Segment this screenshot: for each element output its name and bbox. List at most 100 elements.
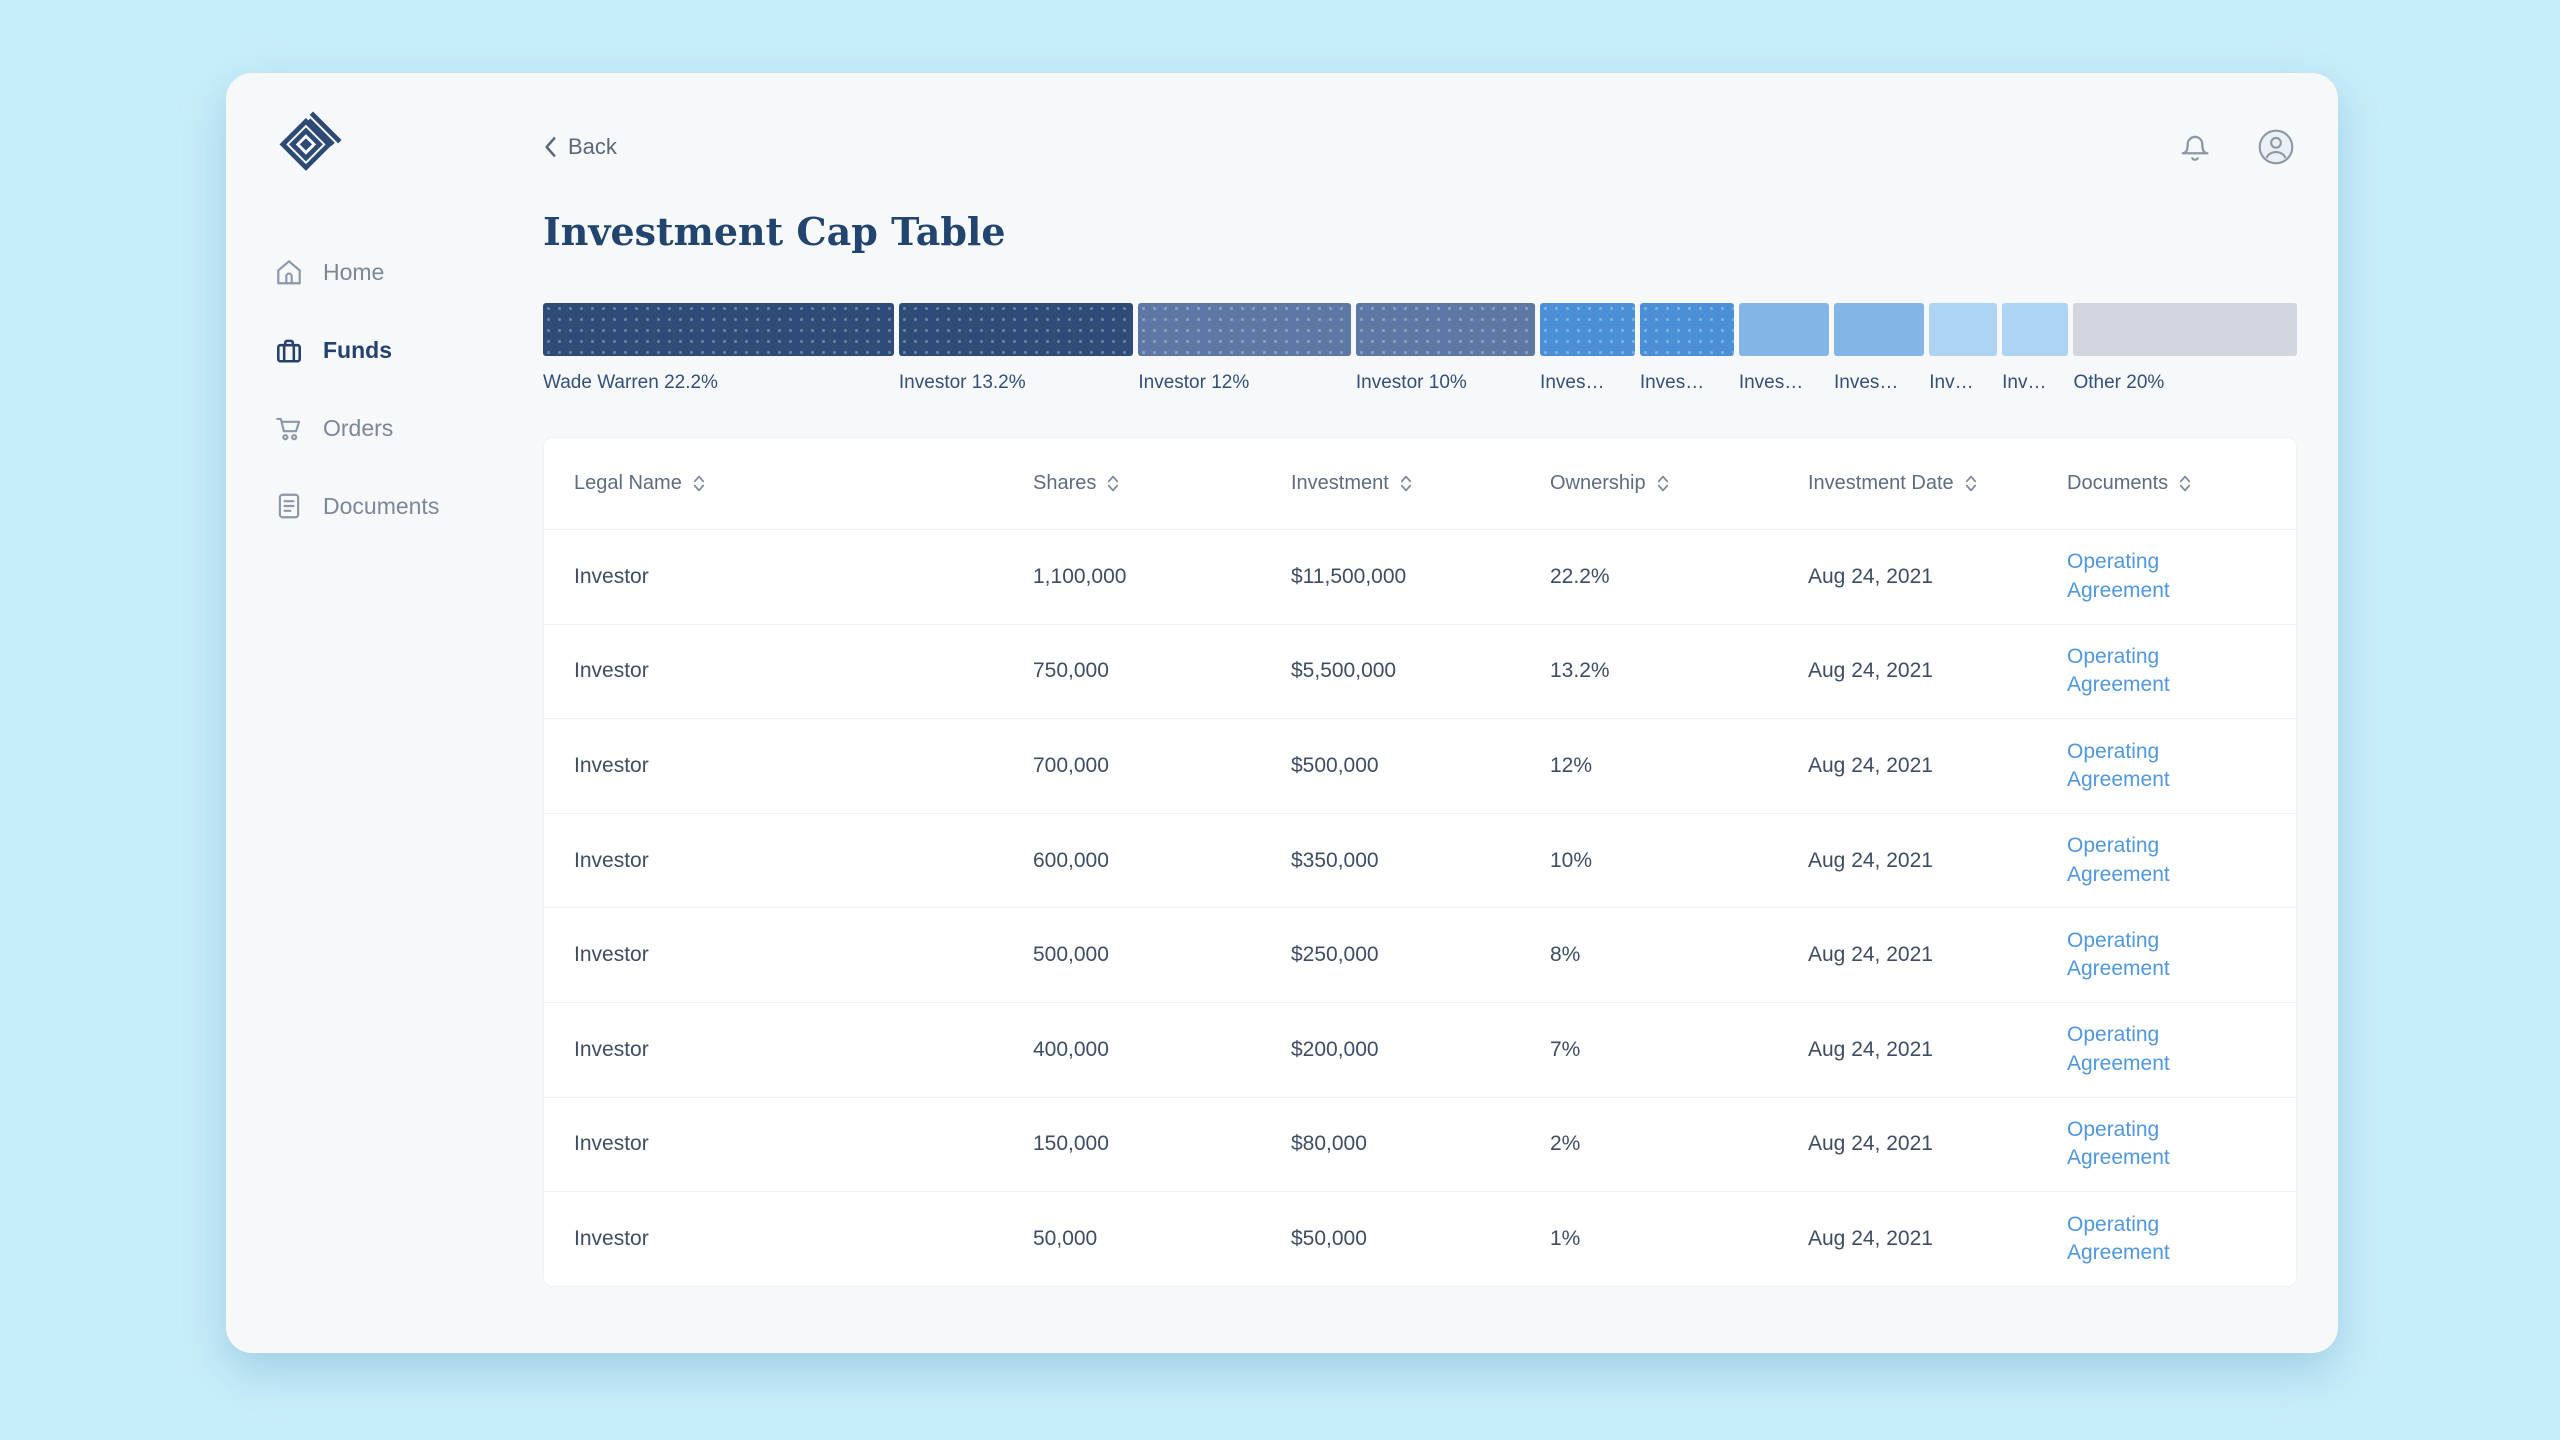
column-header[interactable]: Documents: [2037, 472, 2256, 495]
column-header[interactable]: Investment Date: [1778, 472, 2037, 495]
sidebar-item-label: Documents: [323, 492, 440, 519]
legal-name-cell: Investor: [574, 659, 649, 683]
sort-icon: [692, 475, 706, 492]
back-button[interactable]: Back: [543, 134, 617, 160]
investment-cell: $350,000: [1291, 848, 1379, 872]
main-content: Back Investment Cap Tabl: [543, 73, 2297, 1353]
sidebar-nav: Home Funds: [226, 233, 543, 545]
sort-icon: [2178, 475, 2192, 492]
company-logo-icon: [272, 101, 348, 177]
table-row: Investor 400,000 $200,000 7% Aug 24, 202…: [544, 1001, 2296, 1097]
ownership-cell: 13.2%: [1550, 659, 1610, 683]
cap-table: Legal Name Shares: [543, 437, 2297, 1287]
ownership-bar-segment-label: Inv…: [1929, 372, 1974, 393]
operating-agreement-link[interactable]: Operating Agreement: [2067, 739, 2170, 791]
operating-agreement-link[interactable]: Operating Agreement: [2067, 928, 2170, 981]
ownership-cell: 2%: [1550, 1132, 1581, 1156]
table-row: Investor 600,000 $350,000 10% Aug 24, 20…: [544, 812, 2296, 908]
investment-date-cell: Aug 24, 2021: [1808, 753, 1933, 777]
investment-cell: $50,000: [1291, 1226, 1367, 1250]
cap-table-header-row: Legal Name Shares: [544, 438, 2296, 529]
operating-agreement-link[interactable]: Operating Agreement: [2067, 1118, 2170, 1170]
sidebar-item-label: Funds: [323, 336, 392, 363]
documents-cell: Operating Agreement: [2037, 643, 2256, 700]
operating-agreement-link[interactable]: Operating Agreement: [2067, 1212, 2170, 1264]
ownership-bar-segment-fill: [1639, 303, 1734, 356]
ownership-cell: 12%: [1550, 753, 1593, 777]
ownership-bar-segment-fill: [543, 303, 894, 356]
ownership-bar-segment-label: Investor 13.2%: [898, 372, 1026, 393]
ownership-bar-segment-fill: [1355, 303, 1536, 356]
table-row: Investor 1,100,000 $11,500,000 22.2% Aug…: [544, 529, 2296, 624]
ownership-bar-segment-fill: [2073, 303, 2297, 356]
page-title: Investment Cap Table: [543, 209, 1006, 254]
column-header[interactable]: Shares: [1003, 472, 1261, 495]
legal-name-cell: Investor: [574, 753, 649, 777]
ownership-bar-segment-fill: [898, 303, 1134, 356]
documents-cell: Operating Agreement: [2037, 1211, 2256, 1268]
legal-name-cell: Investor: [574, 848, 649, 872]
column-header-label: Investment Date: [1808, 472, 1954, 494]
sort-icon: [1656, 475, 1670, 492]
investment-date-cell: Aug 24, 2021: [1808, 1037, 1933, 1061]
documents-cell: Operating Agreement: [2037, 548, 2256, 605]
ownership-bar-segment: Inv…: [1929, 303, 1998, 394]
cap-table-ownership-bar: Wade Warren 22.2% Investor 13.2% Investo…: [543, 303, 2297, 394]
sort-icon: [1964, 475, 1978, 492]
operating-agreement-link[interactable]: Operating Agreement: [2067, 645, 2170, 697]
column-header-label: Shares: [1033, 472, 1097, 494]
investment-cell: $80,000: [1291, 1132, 1367, 1156]
investment-cell: $500,000: [1291, 753, 1379, 777]
briefcase-icon: [274, 335, 304, 365]
sidebar-item-label: Home: [323, 258, 385, 285]
sidebar-item-home[interactable]: Home: [226, 233, 543, 311]
column-header[interactable]: Investment: [1261, 472, 1520, 495]
sidebar: Home Funds: [226, 73, 543, 1353]
ownership-bar-segment-label: Inves…: [1540, 372, 1605, 393]
ownership-bar-segment-fill: [1738, 303, 1830, 356]
sort-icon: [1106, 475, 1120, 492]
operating-agreement-link[interactable]: Operating Agreement: [2067, 834, 2170, 886]
back-label: Back: [568, 134, 617, 159]
column-header[interactable]: Ownership: [1520, 472, 1778, 495]
sidebar-item-documents[interactable]: Documents: [226, 467, 543, 545]
legal-name-cell: Investor: [574, 1132, 649, 1156]
app-card: Home Funds: [226, 73, 2338, 1353]
documents-cell: Operating Agreement: [2037, 738, 2256, 795]
ownership-bar-segment-fill: [1929, 303, 1998, 356]
column-header-label: Documents: [2067, 472, 2169, 494]
shares-cell: 700,000: [1033, 753, 1109, 777]
operating-agreement-link[interactable]: Operating Agreement: [2067, 1023, 2170, 1075]
sidebar-item-orders[interactable]: Orders: [226, 389, 543, 467]
sidebar-item-funds[interactable]: Funds: [226, 311, 543, 389]
ownership-cell: 8%: [1550, 943, 1581, 967]
sort-icon: [1399, 475, 1413, 492]
documents-cell: Operating Agreement: [2037, 1021, 2256, 1078]
ownership-bar-segment: Wade Warren 22.2%: [543, 303, 894, 394]
column-header[interactable]: Legal Name: [544, 472, 1003, 495]
investment-cell: $250,000: [1291, 943, 1379, 967]
bell-icon[interactable]: [2177, 129, 2213, 165]
investment-cell: $200,000: [1291, 1037, 1379, 1061]
topbar: Back: [543, 123, 2297, 171]
user-avatar-icon[interactable]: [2255, 126, 2297, 168]
ownership-bar-segment-label: Inv…: [2002, 372, 2047, 393]
documents-cell: Operating Agreement: [2037, 1116, 2256, 1173]
investment-date-cell: Aug 24, 2021: [1808, 848, 1933, 872]
investment-date-cell: Aug 24, 2021: [1808, 1226, 1933, 1250]
operating-agreement-link[interactable]: Operating Agreement: [2067, 550, 2170, 602]
document-icon: [274, 491, 304, 521]
ownership-cell: 7%: [1550, 1037, 1581, 1061]
ownership-bar-segment-fill: [1540, 303, 1635, 356]
ownership-bar-segment-label: Inves…: [1834, 372, 1899, 393]
documents-cell: Operating Agreement: [2037, 832, 2256, 889]
sidebar-item-label: Orders: [323, 414, 394, 441]
ownership-bar-segment: Investor 12%: [1138, 303, 1351, 394]
ownership-bar-segment: Other 20%: [2073, 303, 2297, 394]
shares-cell: 600,000: [1033, 848, 1109, 872]
column-header-label: Ownership: [1550, 472, 1646, 494]
ownership-bar-segment: Inves…: [1540, 303, 1635, 394]
shares-cell: 1,100,000: [1033, 564, 1127, 588]
column-header-label: Legal Name: [574, 472, 682, 494]
ownership-bar-segment: Investor 10%: [1355, 303, 1536, 394]
